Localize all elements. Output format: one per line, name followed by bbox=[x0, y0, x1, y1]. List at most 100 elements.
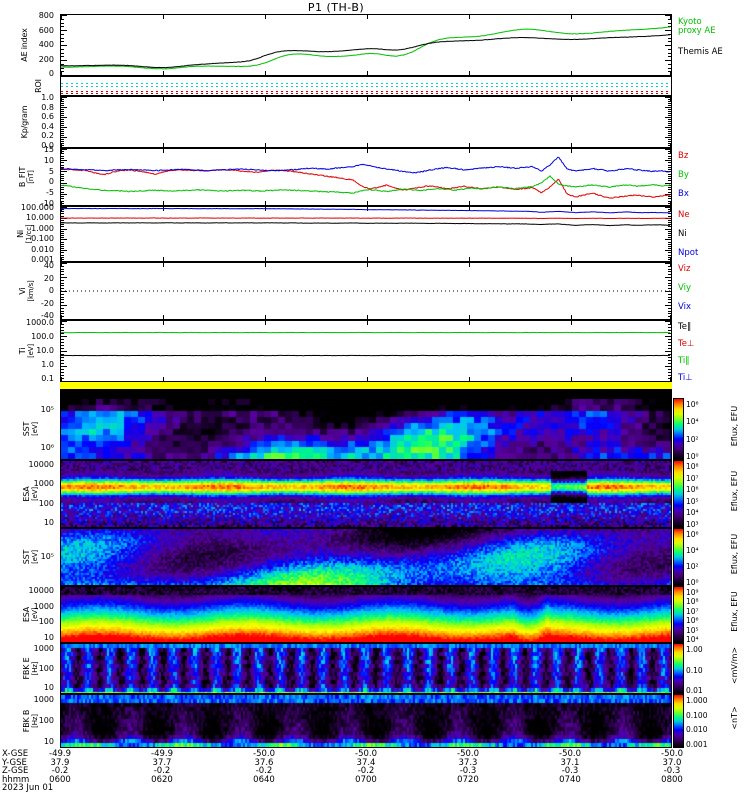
axis-tick bbox=[668, 18, 671, 20]
axis-tick bbox=[61, 145, 64, 146]
axis-tick bbox=[61, 109, 64, 110]
time-tick bbox=[367, 263, 368, 267]
axis-tick bbox=[668, 248, 671, 250]
y-tick-label: 10 bbox=[43, 683, 54, 692]
time-tick bbox=[571, 71, 572, 75]
axis-value-y: 37.4 bbox=[356, 757, 376, 768]
axis-tick bbox=[61, 196, 64, 198]
axis-tick bbox=[668, 256, 671, 258]
trace-kyoto-proxy-ae bbox=[61, 26, 670, 70]
time-tick bbox=[61, 321, 62, 325]
axis-tick bbox=[668, 187, 671, 189]
y-tick-label: -20 bbox=[40, 298, 54, 308]
esa-e-colorbar-label: Eflux, EFU bbox=[730, 470, 739, 512]
axis-tick bbox=[61, 219, 64, 221]
axis-tick bbox=[61, 333, 64, 334]
axis-tick bbox=[61, 248, 64, 250]
axis-tick bbox=[61, 271, 64, 273]
axis-tick bbox=[61, 291, 67, 292]
axis-value-z: -0.2 bbox=[255, 766, 273, 777]
axis-value-y: 37.3 bbox=[458, 757, 478, 768]
time-tick bbox=[469, 149, 470, 153]
axis-tick bbox=[668, 175, 671, 177]
axis-tick bbox=[668, 222, 671, 224]
legend-label: Ne bbox=[678, 210, 690, 220]
y-tick-label: 0.010 bbox=[31, 244, 54, 254]
axis-tick bbox=[668, 173, 671, 175]
panel-esa-electron bbox=[60, 460, 672, 528]
axis-value-z: -0.3 bbox=[663, 766, 681, 777]
axis-tick bbox=[61, 160, 67, 162]
time-tick bbox=[367, 97, 368, 101]
axis-tick bbox=[61, 293, 64, 295]
yticks-temperature: 1000.0 100.0 10.0 1.0 0.1 bbox=[0, 319, 58, 383]
axis-tick bbox=[61, 60, 67, 61]
axis-value-time: 0720 bbox=[457, 774, 479, 785]
axis-tick bbox=[61, 252, 64, 254]
esa-e-colorbar bbox=[673, 460, 684, 528]
axis-tick bbox=[61, 307, 64, 309]
y-tick-label: 0.0 bbox=[41, 141, 54, 150]
time-tick bbox=[469, 321, 470, 325]
axis-value-y: 37.1 bbox=[560, 757, 580, 768]
axis-tick bbox=[668, 71, 671, 73]
colorbar-tick-label: 10⁴ bbox=[686, 546, 699, 555]
y-tick-label: 1.0 bbox=[41, 93, 54, 102]
axis-tick bbox=[61, 143, 64, 144]
axis-tick bbox=[668, 211, 671, 213]
axis-value-z: -0.2 bbox=[51, 766, 69, 777]
line-traces bbox=[61, 26, 671, 70]
axis-tick bbox=[61, 305, 67, 306]
spectrogram-image bbox=[61, 399, 671, 459]
axis-value-time: 0740 bbox=[559, 774, 581, 785]
spectrogram-image bbox=[61, 587, 671, 642]
axis-tick bbox=[665, 228, 671, 230]
colorbar-tick-label: 10⁶ bbox=[686, 616, 699, 626]
colorbar-tick-label: 10² bbox=[686, 434, 699, 444]
time-tick bbox=[670, 315, 671, 319]
axis-tick bbox=[665, 193, 671, 195]
colorbar-tick-label: 10⁹ bbox=[686, 588, 699, 597]
axis-tick bbox=[61, 277, 67, 278]
fbk-b-colorbar bbox=[673, 694, 684, 748]
time-tick bbox=[61, 143, 62, 147]
axis-tick bbox=[665, 137, 671, 138]
time-tick bbox=[163, 315, 164, 319]
time-tick bbox=[469, 257, 470, 261]
time-tick bbox=[571, 207, 572, 211]
axis-value-y: 37.6 bbox=[254, 757, 274, 768]
axis-tick bbox=[61, 243, 64, 245]
axis-tick bbox=[665, 336, 671, 337]
time-tick bbox=[265, 149, 266, 153]
axis-tick bbox=[668, 299, 671, 301]
axis-tick bbox=[668, 348, 671, 349]
axis-value-time: 0600 bbox=[49, 774, 71, 785]
time-tick bbox=[163, 377, 164, 381]
axis-tick bbox=[61, 182, 67, 184]
colorbar-tick-label: 1.00 bbox=[686, 645, 703, 654]
y-tick-label: 10.000 bbox=[26, 213, 54, 223]
axis-tick bbox=[668, 109, 671, 110]
axis-tick bbox=[668, 235, 671, 237]
axis-tick bbox=[61, 67, 64, 69]
y-tick-label: 0 bbox=[48, 177, 54, 187]
axis-tick bbox=[61, 139, 64, 140]
time-tick bbox=[469, 97, 470, 101]
axis-tick bbox=[61, 123, 64, 124]
axis-tick bbox=[61, 265, 64, 267]
axis-tick bbox=[668, 372, 671, 373]
axis-tick bbox=[668, 63, 671, 65]
axis-tick bbox=[668, 288, 671, 290]
axis-tick bbox=[61, 166, 64, 168]
time-tick bbox=[571, 143, 572, 147]
axis-tick bbox=[61, 288, 64, 290]
time-tick bbox=[670, 377, 671, 381]
colorbar-tick-label: 10⁷ bbox=[686, 473, 699, 483]
time-tick bbox=[61, 377, 62, 381]
axis-tick bbox=[665, 117, 671, 118]
time-tick bbox=[163, 201, 164, 205]
time-tick bbox=[265, 97, 266, 101]
axis-tick bbox=[61, 56, 64, 58]
time-tick bbox=[163, 71, 164, 75]
time-tick bbox=[469, 201, 470, 205]
